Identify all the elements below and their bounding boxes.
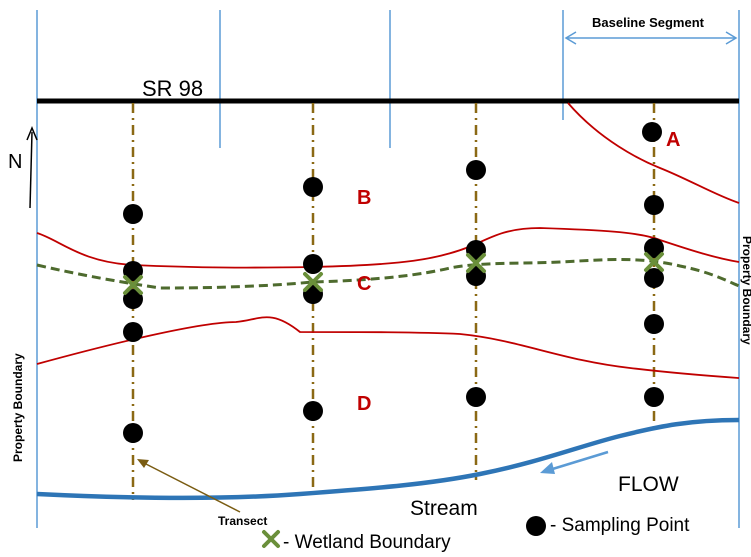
baseline-segment-label: Baseline Segment: [592, 15, 705, 30]
zone-label-a: A: [666, 129, 680, 151]
sampling-point: [123, 322, 143, 342]
sampling-point: [642, 122, 662, 142]
sampling-point: [466, 266, 486, 286]
sampling-point: [644, 268, 664, 288]
zone-boundary-cd: [36, 316, 740, 379]
sampling-point: [123, 289, 143, 309]
baseline-segment-arrow: [564, 31, 738, 45]
legend: - Sampling Point - Wetland Boundary: [262, 515, 690, 553]
flow-arrow: [540, 450, 609, 474]
north-label: N: [8, 151, 22, 173]
zone-boundary-a: [567, 102, 740, 204]
sampling-point: [123, 261, 143, 281]
wetland-markers: [123, 252, 664, 295]
transect-pointer-arrow: [137, 459, 241, 513]
sampling-point: [644, 238, 664, 258]
property-boundary-label-left: Property Boundary: [11, 353, 25, 462]
zone-boundaries: [36, 102, 740, 379]
wetland-marker-icon: [123, 275, 143, 295]
stream-line: [36, 417, 740, 501]
sampling-point: [303, 254, 323, 274]
transect-label: Transect: [218, 514, 267, 528]
sampling-point: [644, 387, 664, 407]
sampling-point: [303, 401, 323, 421]
zone-label-d: D: [357, 393, 371, 415]
wetland-marker-icon: [644, 252, 664, 272]
legend-sampling-point-icon: [526, 516, 546, 536]
sampling-points: [123, 122, 664, 443]
transects: [131, 103, 656, 500]
sampling-point: [644, 314, 664, 334]
road-label: SR 98: [142, 76, 203, 101]
stream-label: Stream: [410, 497, 478, 520]
wetland-marker-icon: [303, 272, 323, 292]
legend-sampling-point-label: - Sampling Point: [550, 515, 690, 536]
sampling-point: [303, 177, 323, 197]
sampling-point: [123, 204, 143, 224]
sampling-point: [466, 160, 486, 180]
zone-boundary-bc: [36, 227, 740, 269]
north-arrow-icon: [26, 126, 38, 209]
zone-label-b: B: [357, 187, 371, 209]
sampling-point: [644, 195, 664, 215]
zone-label-c: C: [357, 273, 371, 295]
sampling-point: [123, 423, 143, 443]
flow-label: FLOW: [618, 473, 679, 496]
legend-wetland-marker-icon: [262, 530, 280, 548]
wetland-marker-icon: [466, 253, 486, 273]
sampling-point: [466, 387, 486, 407]
sampling-point: [466, 240, 486, 260]
legend-wetland-boundary-label: - Wetland Boundary: [283, 532, 451, 553]
property-boundary-label-right: Property Boundary: [740, 236, 751, 345]
